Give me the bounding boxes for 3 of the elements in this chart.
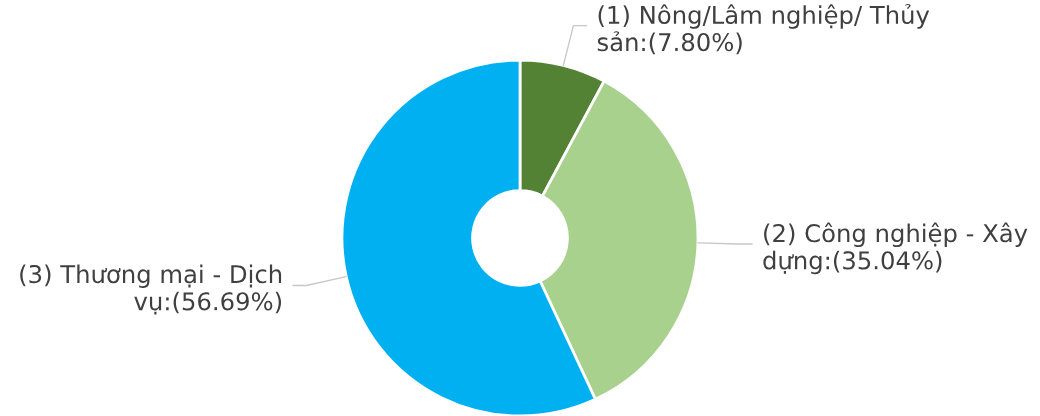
slice-label: (3) Thương mại - Dịch vụ:(56.69%) [20, 264, 282, 315]
slice-label: (1) Nông/Lâm nghiệp/ Thủy sản:(7.80%) [597, 4, 930, 55]
slice-label: (2) Công nghiệp - Xây dựng:(35.04%) [763, 222, 1028, 275]
